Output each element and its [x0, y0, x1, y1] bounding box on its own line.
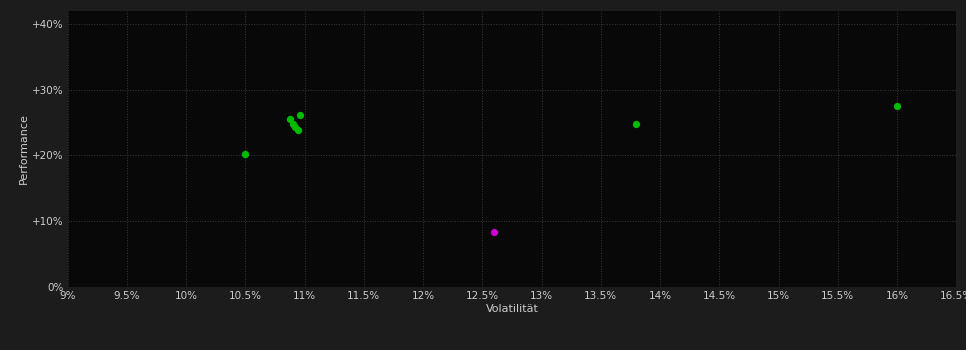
Point [890, 103, 905, 109]
Y-axis label: Performance: Performance [19, 113, 29, 184]
Point [487, 230, 502, 235]
X-axis label: Volatilität: Volatilität [486, 304, 538, 314]
Point [283, 116, 298, 122]
Point [288, 124, 303, 130]
Point [238, 151, 253, 157]
Point [629, 121, 644, 127]
Point [285, 121, 300, 127]
Point [290, 127, 305, 133]
Point [292, 112, 307, 117]
